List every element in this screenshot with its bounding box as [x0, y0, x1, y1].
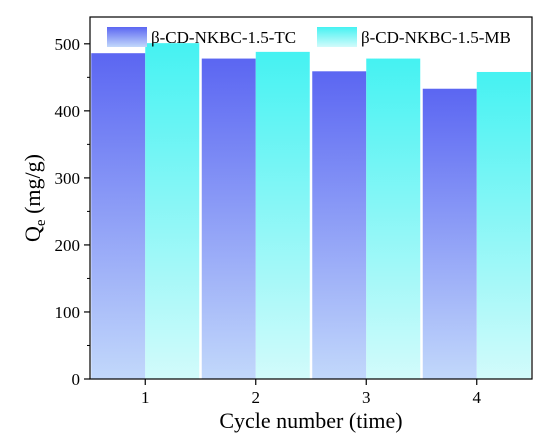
legend: β-CD-NKBC-1.5-TC β-CD-NKBC-1.5-MB [107, 27, 511, 47]
bar-series1-cycle-1 [91, 53, 146, 379]
y-tick-label: 300 [55, 169, 81, 188]
y-axis: 0 100 200 300 400 500 [55, 35, 90, 389]
x-axis: 1 2 3 4 [141, 379, 482, 407]
legend-label-series2: β-CD-NKBC-1.5-MB [361, 28, 511, 47]
y-tick-label: 100 [55, 303, 81, 322]
x-tick-label: 2 [252, 388, 261, 407]
x-tick-label: 1 [141, 388, 150, 407]
legend-label-series1: β-CD-NKBC-1.5-TC [151, 28, 296, 47]
y-axis-title-main: Q [20, 226, 45, 242]
y-tick-label: 200 [55, 236, 81, 255]
x-tick-label: 3 [362, 388, 371, 407]
bar-series2-cycle-1 [145, 43, 200, 380]
legend-swatch-series1 [107, 27, 147, 47]
y-axis-title-unit: (mg/g) [20, 154, 45, 219]
plot-frame [89, 16, 533, 380]
bar-series2-cycle-3 [366, 58, 421, 380]
legend-swatch-series2 [317, 27, 357, 47]
x-tick-label: 4 [473, 388, 482, 407]
y-tick-label: 400 [55, 102, 81, 121]
y-axis-title-subscript: e [33, 219, 49, 226]
bar-series1-cycle-4 [422, 88, 477, 380]
bar-series2-cycle-2 [255, 51, 310, 380]
x-axis-title: Cycle number (time) [219, 408, 402, 433]
y-tick-label: 500 [55, 35, 81, 54]
bars-group [91, 43, 531, 380]
bar-series2-cycle-4 [476, 71, 531, 379]
y-tick-label: 0 [72, 370, 81, 389]
bar-series1-cycle-2 [201, 58, 256, 380]
y-axis-title: Qe (mg/g) [20, 154, 49, 242]
bar-series1-cycle-3 [312, 71, 367, 380]
